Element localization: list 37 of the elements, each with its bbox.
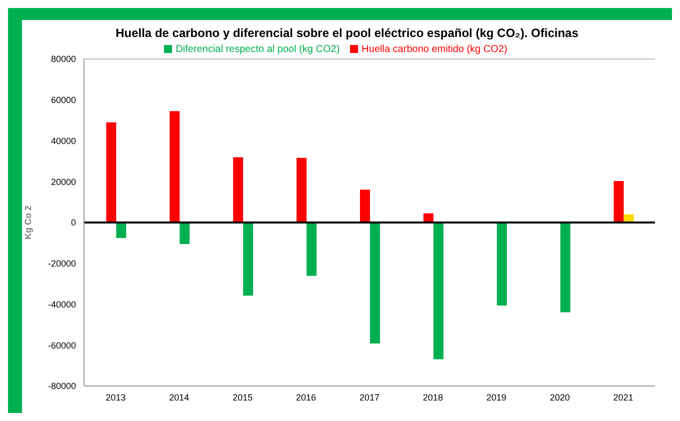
x-tick-label: 2016: [296, 392, 316, 402]
x-tick-label: 2015: [232, 392, 253, 402]
bar: [496, 222, 507, 306]
x-tick-label: 2020: [550, 392, 570, 402]
bar: [306, 222, 317, 276]
x-tick-label: 2018: [422, 392, 443, 402]
bar: [243, 222, 254, 296]
y-tick-label: 40000: [50, 136, 76, 146]
y-tick-label: 0: [70, 218, 76, 228]
bar: [614, 181, 624, 222]
bar: [233, 157, 244, 222]
bar: [360, 190, 370, 222]
bar: [116, 222, 126, 238]
x-tick-label: 2017: [359, 392, 380, 402]
legend-label: Huella carbono emitido (kg CO2): [362, 44, 508, 55]
y-tick-label: -80000: [48, 381, 76, 392]
bar: [296, 158, 307, 222]
chart-title: Huella de carbono y diferencial sobre el pool eléctrico español (kg CO₂). Oficinas: [114, 26, 580, 40]
x-tick-label: 2013: [106, 392, 126, 402]
y-tick-label: 80000: [50, 54, 76, 64]
page-border: Huella de carbono y diferencial sobre el pool eléctrico español (kg CO₂). Oficinas Diferencial respecto al pool (kg CO2) Huella carbono emitido (kg CO2) 2013 2014 2015 2016 2017 2018 2019 2020 2021 -80000 -60000 -40000 -20000 0 20000 40000 60000 80000 Kg Co 2: [8, 8, 672, 413]
x-tick-label: 2019: [486, 392, 506, 402]
y-tick-label: -20000: [48, 258, 76, 269]
x-tick-label: 2021: [613, 392, 634, 402]
bar: [560, 222, 570, 312]
y-tick-label: 60000: [50, 95, 76, 106]
y-tick-label: 20000: [50, 176, 76, 187]
x-tick-label: 2014: [169, 392, 190, 402]
legend-label: Diferencial respecto al pool (kg CO2): [176, 44, 340, 55]
bar: [170, 111, 180, 222]
bar: [433, 222, 444, 360]
bar: [106, 122, 116, 222]
y-tick-label: -40000: [48, 299, 76, 310]
y-tick-label: -60000: [48, 340, 76, 350]
bar: [370, 222, 380, 344]
bar: [180, 222, 190, 244]
y-axis-title: Kg Co 2: [23, 205, 34, 240]
